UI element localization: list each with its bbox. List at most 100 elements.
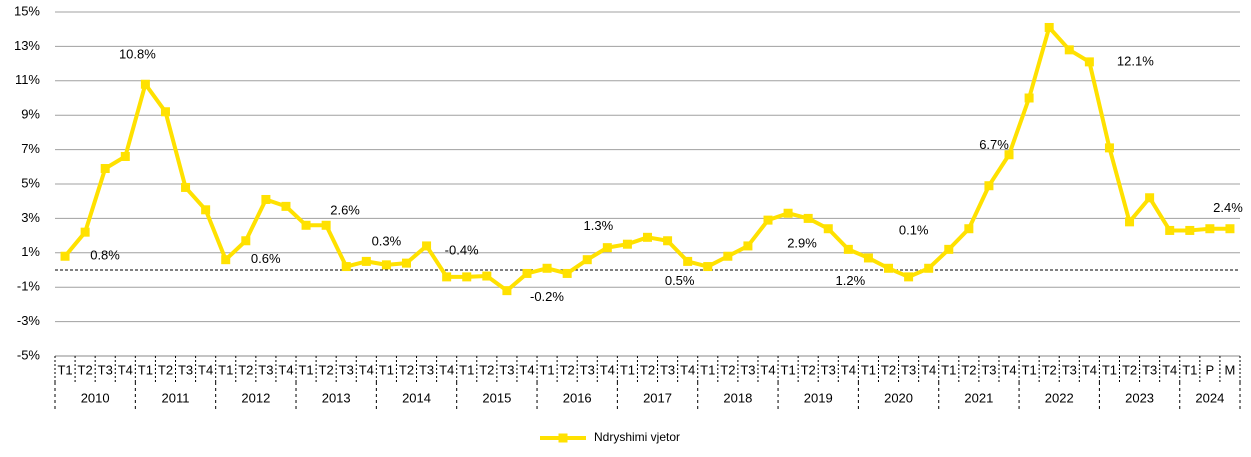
year-label: 2014 bbox=[402, 390, 431, 405]
point-marker bbox=[201, 205, 211, 215]
point-marker bbox=[1185, 225, 1195, 235]
point-marker bbox=[422, 241, 432, 251]
point-marker bbox=[643, 232, 652, 242]
x-tick-label: T4 bbox=[841, 362, 856, 377]
point-marker bbox=[683, 256, 693, 266]
point-marker bbox=[944, 244, 954, 254]
x-tick-label: T4 bbox=[118, 362, 133, 377]
point-marker bbox=[381, 260, 391, 270]
point-marker bbox=[321, 220, 331, 230]
point-marker bbox=[743, 241, 753, 251]
x-tick-label: T4 bbox=[921, 362, 936, 377]
point-marker bbox=[401, 258, 411, 268]
x-tick-label: T4 bbox=[1001, 362, 1016, 377]
point-marker bbox=[562, 268, 572, 278]
x-tick-label: T1 bbox=[861, 362, 876, 377]
point-marker bbox=[502, 286, 512, 296]
point-marker bbox=[361, 256, 371, 266]
x-tick-label: T1 bbox=[218, 362, 233, 377]
year-label: 2019 bbox=[804, 390, 833, 405]
x-tick-label: T2 bbox=[640, 362, 655, 377]
point-marker bbox=[1004, 150, 1014, 160]
year-label: 2017 bbox=[643, 390, 672, 405]
point-marker bbox=[1225, 224, 1235, 234]
x-tick-label: T1 bbox=[941, 362, 956, 377]
x-tick-label: T3 bbox=[1142, 362, 1157, 377]
x-tick-label: T1 bbox=[1182, 362, 1197, 377]
x-tick-label: T2 bbox=[399, 362, 414, 377]
point-marker bbox=[884, 263, 894, 273]
point-marker bbox=[1024, 93, 1034, 103]
year-label: 2020 bbox=[884, 390, 913, 405]
x-tick-label: T3 bbox=[499, 362, 514, 377]
x-tick-label: T2 bbox=[720, 362, 735, 377]
data-label: 1.2% bbox=[836, 273, 866, 288]
point-marker bbox=[803, 213, 813, 223]
legend-label: Ndryshimi vjetor bbox=[594, 430, 680, 444]
data-label: 6.7% bbox=[979, 137, 1009, 152]
point-marker bbox=[301, 220, 311, 230]
point-marker bbox=[622, 239, 632, 249]
x-tick-label: T1 bbox=[1102, 362, 1117, 377]
point-marker bbox=[160, 107, 170, 117]
point-marker bbox=[763, 215, 773, 225]
x-tick-label: T1 bbox=[1022, 362, 1037, 377]
data-label: 0.3% bbox=[372, 233, 402, 248]
data-label: 2.4% bbox=[1213, 200, 1243, 215]
x-tick-label: T1 bbox=[700, 362, 715, 377]
point-marker bbox=[221, 255, 231, 265]
year-label: 2013 bbox=[322, 390, 351, 405]
point-marker bbox=[904, 272, 914, 282]
point-marker bbox=[241, 236, 251, 246]
y-tick-label: 5% bbox=[21, 175, 40, 190]
x-tick-label: T1 bbox=[781, 362, 796, 377]
year-label: 2011 bbox=[162, 390, 190, 405]
y-tick-label: -3% bbox=[17, 313, 41, 328]
x-tick-label: T4 bbox=[760, 362, 775, 377]
point-marker bbox=[1205, 224, 1215, 234]
point-marker bbox=[281, 201, 291, 211]
point-marker bbox=[602, 243, 612, 253]
year-label: 2016 bbox=[563, 390, 592, 405]
point-marker bbox=[140, 79, 150, 89]
x-tick-label: T1 bbox=[57, 362, 72, 377]
x-tick-label: T2 bbox=[78, 362, 93, 377]
data-label: 2.9% bbox=[787, 236, 817, 251]
year-label: 2024 bbox=[1195, 390, 1224, 405]
x-tick-label: T3 bbox=[740, 362, 755, 377]
x-tick-label: T1 bbox=[459, 362, 474, 377]
x-tick-label: T3 bbox=[901, 362, 916, 377]
x-tick-label: T2 bbox=[479, 362, 494, 377]
legend-marker bbox=[558, 433, 568, 443]
x-tick-label: T2 bbox=[319, 362, 334, 377]
series-line bbox=[63, 25, 1230, 293]
x-tick-label: T2 bbox=[961, 362, 976, 377]
x-tick-label: T4 bbox=[680, 362, 695, 377]
x-tick-label: T3 bbox=[821, 362, 836, 377]
y-tick-label: 3% bbox=[21, 210, 40, 225]
year-label: 2021 bbox=[964, 390, 993, 405]
x-tick-label: T2 bbox=[801, 362, 816, 377]
x-tick-label: T3 bbox=[258, 362, 273, 377]
year-label: 2015 bbox=[482, 390, 511, 405]
data-label: 1.3% bbox=[584, 218, 614, 233]
point-marker bbox=[1044, 22, 1054, 32]
point-marker bbox=[181, 182, 191, 192]
point-marker bbox=[663, 236, 673, 246]
point-marker bbox=[843, 244, 853, 254]
x-tick-label: T3 bbox=[98, 362, 113, 377]
point-marker bbox=[964, 224, 974, 234]
point-marker bbox=[1084, 57, 1094, 67]
point-marker bbox=[522, 268, 532, 278]
y-tick-label: 7% bbox=[21, 141, 40, 156]
point-marker bbox=[100, 164, 110, 174]
point-marker bbox=[261, 194, 271, 204]
point-marker bbox=[1104, 143, 1114, 153]
x-tick-label: T4 bbox=[439, 362, 454, 377]
year-label: 2022 bbox=[1045, 390, 1074, 405]
x-tick-label: T4 bbox=[519, 362, 534, 377]
year-label: 2010 bbox=[81, 390, 110, 405]
x-tick-label: T2 bbox=[1122, 362, 1137, 377]
x-tick-label: T4 bbox=[359, 362, 374, 377]
